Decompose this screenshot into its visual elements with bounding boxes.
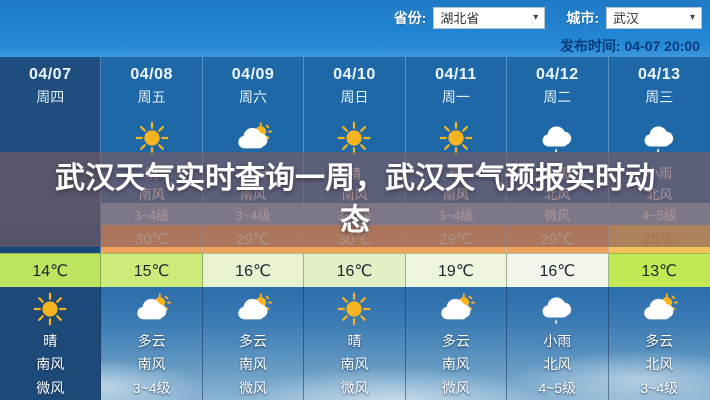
- low-temp: 16℃: [304, 253, 406, 287]
- night-wind-direction: 南风: [304, 352, 406, 376]
- weekday-label: 周五: [137, 88, 166, 105]
- publish-time: 发布时间: 04-07 20:00: [559, 38, 700, 54]
- weekday-label: 周日: [340, 88, 369, 105]
- night-weather-text: 多云: [101, 330, 203, 352]
- night-weather-icon: [304, 287, 406, 330]
- night-wind-direction: 南风: [203, 352, 305, 376]
- province-label: 省份:: [393, 9, 427, 26]
- weekday-label: 周一: [441, 88, 470, 105]
- chevron-down-icon: ▾: [533, 11, 539, 23]
- topbar: 省份: 湖北省 ▾ 城市: 武汉 ▾ 发布时间: 04-07 20:00: [0, 0, 710, 57]
- weekday-label: 周三: [645, 88, 674, 105]
- date-label: 04/08: [130, 65, 173, 83]
- location-controls: 省份: 湖北省 ▾ 城市: 武汉 ▾: [0, 0, 710, 30]
- night-weather-text: 多云: [203, 330, 305, 352]
- night-wind-level: 微风: [0, 376, 102, 400]
- night-wind-direction: 南风: [406, 352, 508, 376]
- night-weather-icon: [101, 287, 203, 330]
- chevron-down-icon: ▾: [689, 11, 695, 23]
- low-temp: 15℃: [101, 253, 203, 287]
- night-wind-direction: 北风: [507, 352, 609, 376]
- low-temp: 14℃: [0, 253, 102, 287]
- page-title: 武汉天气实时查询一周，武汉天气预报实时动态: [55, 161, 655, 237]
- date-label: 04/09: [231, 65, 275, 83]
- weekday-label: 周二: [543, 88, 572, 105]
- night-wind-level: 微风: [203, 376, 305, 400]
- date-header[interactable]: 04/10 周日: [304, 57, 406, 115]
- night-weather-text: 多云: [645, 333, 674, 349]
- date-header[interactable]: 04/07 周四: [0, 57, 102, 115]
- date-header[interactable]: 04/08 周五: [101, 57, 203, 115]
- city-select[interactable]: 武汉 ▾: [606, 6, 702, 29]
- date-header[interactable]: 04/09 周六: [202, 57, 305, 115]
- night-weather-icon: [0, 287, 102, 330]
- night-weather-icon: [203, 287, 305, 330]
- date-label: 04/12: [536, 65, 579, 83]
- night-wind-level: 微风: [406, 376, 508, 400]
- night-weather-icon: [406, 287, 508, 330]
- city-value: 武汉: [613, 11, 640, 26]
- night-weather-text: 多云: [406, 330, 508, 352]
- city-label: 城市:: [566, 9, 599, 26]
- date-header[interactable]: 04/13 周三: [608, 57, 710, 115]
- date-label: 04/10: [333, 65, 376, 83]
- date-header[interactable]: 04/11 周一: [405, 57, 508, 115]
- province-select[interactable]: 湖北省 ▾: [433, 6, 546, 29]
- province-value: 湖北省: [440, 11, 480, 26]
- weekday-label: 周四: [36, 88, 65, 105]
- weekday-label: 周六: [239, 88, 268, 105]
- night-weather-text: 晴: [304, 330, 406, 352]
- title-overlay: 武汉天气实时查询一周，武汉天气预报实时动态: [0, 152, 710, 247]
- night-weather-text: 小雨: [507, 330, 609, 352]
- low-temp: 13℃: [608, 253, 710, 287]
- night-wind-direction: 南风: [0, 352, 102, 376]
- night-wind-direction: 北风: [645, 356, 674, 372]
- low-temp: 16℃: [507, 253, 609, 287]
- night-weather-text: 晴: [0, 330, 102, 352]
- night-wind-level: 4~5级: [507, 376, 609, 400]
- night-weather-icon: [609, 287, 710, 330]
- low-temp: 16℃: [202, 253, 305, 287]
- low-temp: 19℃: [405, 253, 508, 287]
- night-wind-level: 微风: [304, 376, 406, 400]
- date-header[interactable]: 04/12 周二: [507, 57, 609, 115]
- night-wind-level: 3~4级: [640, 380, 679, 396]
- night-weather-icon: [507, 287, 609, 330]
- date-label: 04/07: [28, 65, 72, 83]
- date-label: 04/13: [637, 65, 681, 83]
- night-wind-direction: 南风: [101, 352, 203, 376]
- night-wind-level: 3~4级: [101, 376, 203, 400]
- date-label: 04/11: [435, 65, 477, 83]
